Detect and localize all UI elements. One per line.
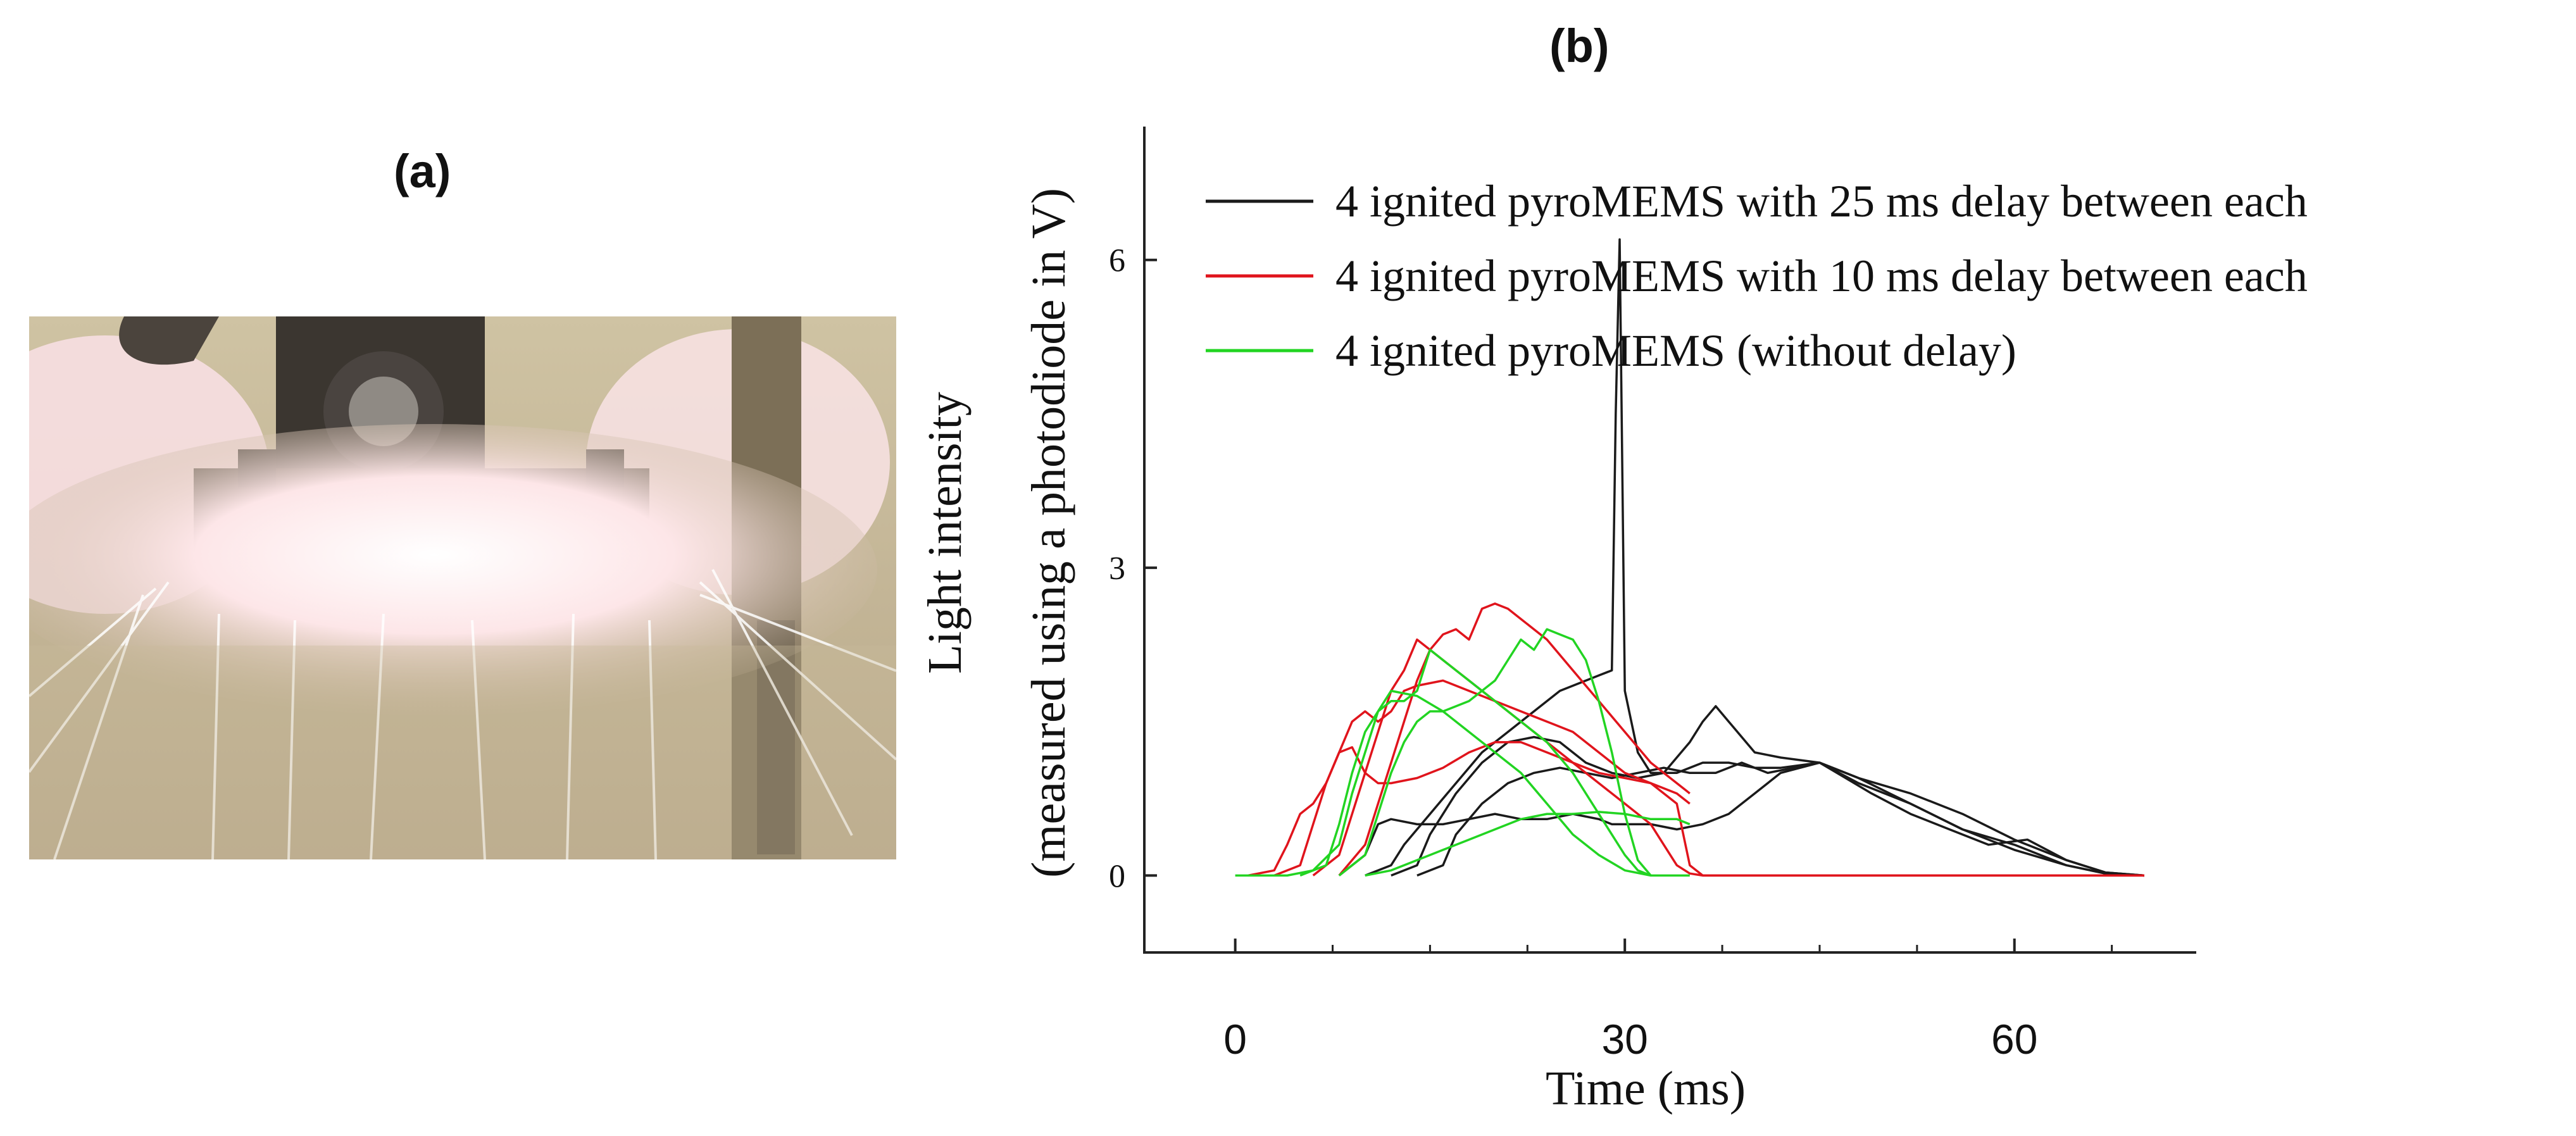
series-line [1273,679,1691,877]
series-line [1338,649,2144,877]
series-line [1247,740,2144,877]
x-tick-label: 60 [1991,1016,2037,1063]
series-line [1312,602,1691,877]
series-line [1416,761,2145,877]
axis-frame [1143,127,2196,954]
axis-ticks: 0 30 60 0 3 6 [1109,243,2113,1063]
legend-label: 4 ignited pyroMEMS with 10 ms delay betw… [1335,251,2308,301]
ignition-photo [29,316,896,859]
panel-label-a: (a) [394,145,451,197]
y-tick-label: 0 [1109,858,1125,894]
series-line [1391,705,2144,877]
series-line [1338,628,1652,877]
y-axis-label-line2: (measured using a photodiode in V) [1022,188,1075,878]
series-line [1365,811,1691,877]
traces [1235,238,2145,877]
series-line [1299,649,1651,877]
legend: 4 ignited pyroMEMS with 25 ms delay betw… [1206,176,2308,376]
panel-label-b: (b) [1549,20,1610,72]
y-tick-label: 6 [1109,243,1125,279]
series-line [1338,761,2145,877]
y-axis-label-line1: Light intensity [918,392,972,673]
x-tick-label: 30 [1601,1016,1648,1063]
legend-label: 4 ignited pyroMEMS with 25 ms delay betw… [1335,176,2308,227]
y-tick-label: 3 [1109,551,1125,587]
x-axis-label: Time (ms) [1546,1062,1746,1115]
plot-area: 0 30 60 0 3 6 [1109,127,2196,1063]
x-tick-label: 0 [1223,1016,1247,1063]
legend-label: 4 ignited pyroMEMS (without delay) [1335,325,2016,376]
